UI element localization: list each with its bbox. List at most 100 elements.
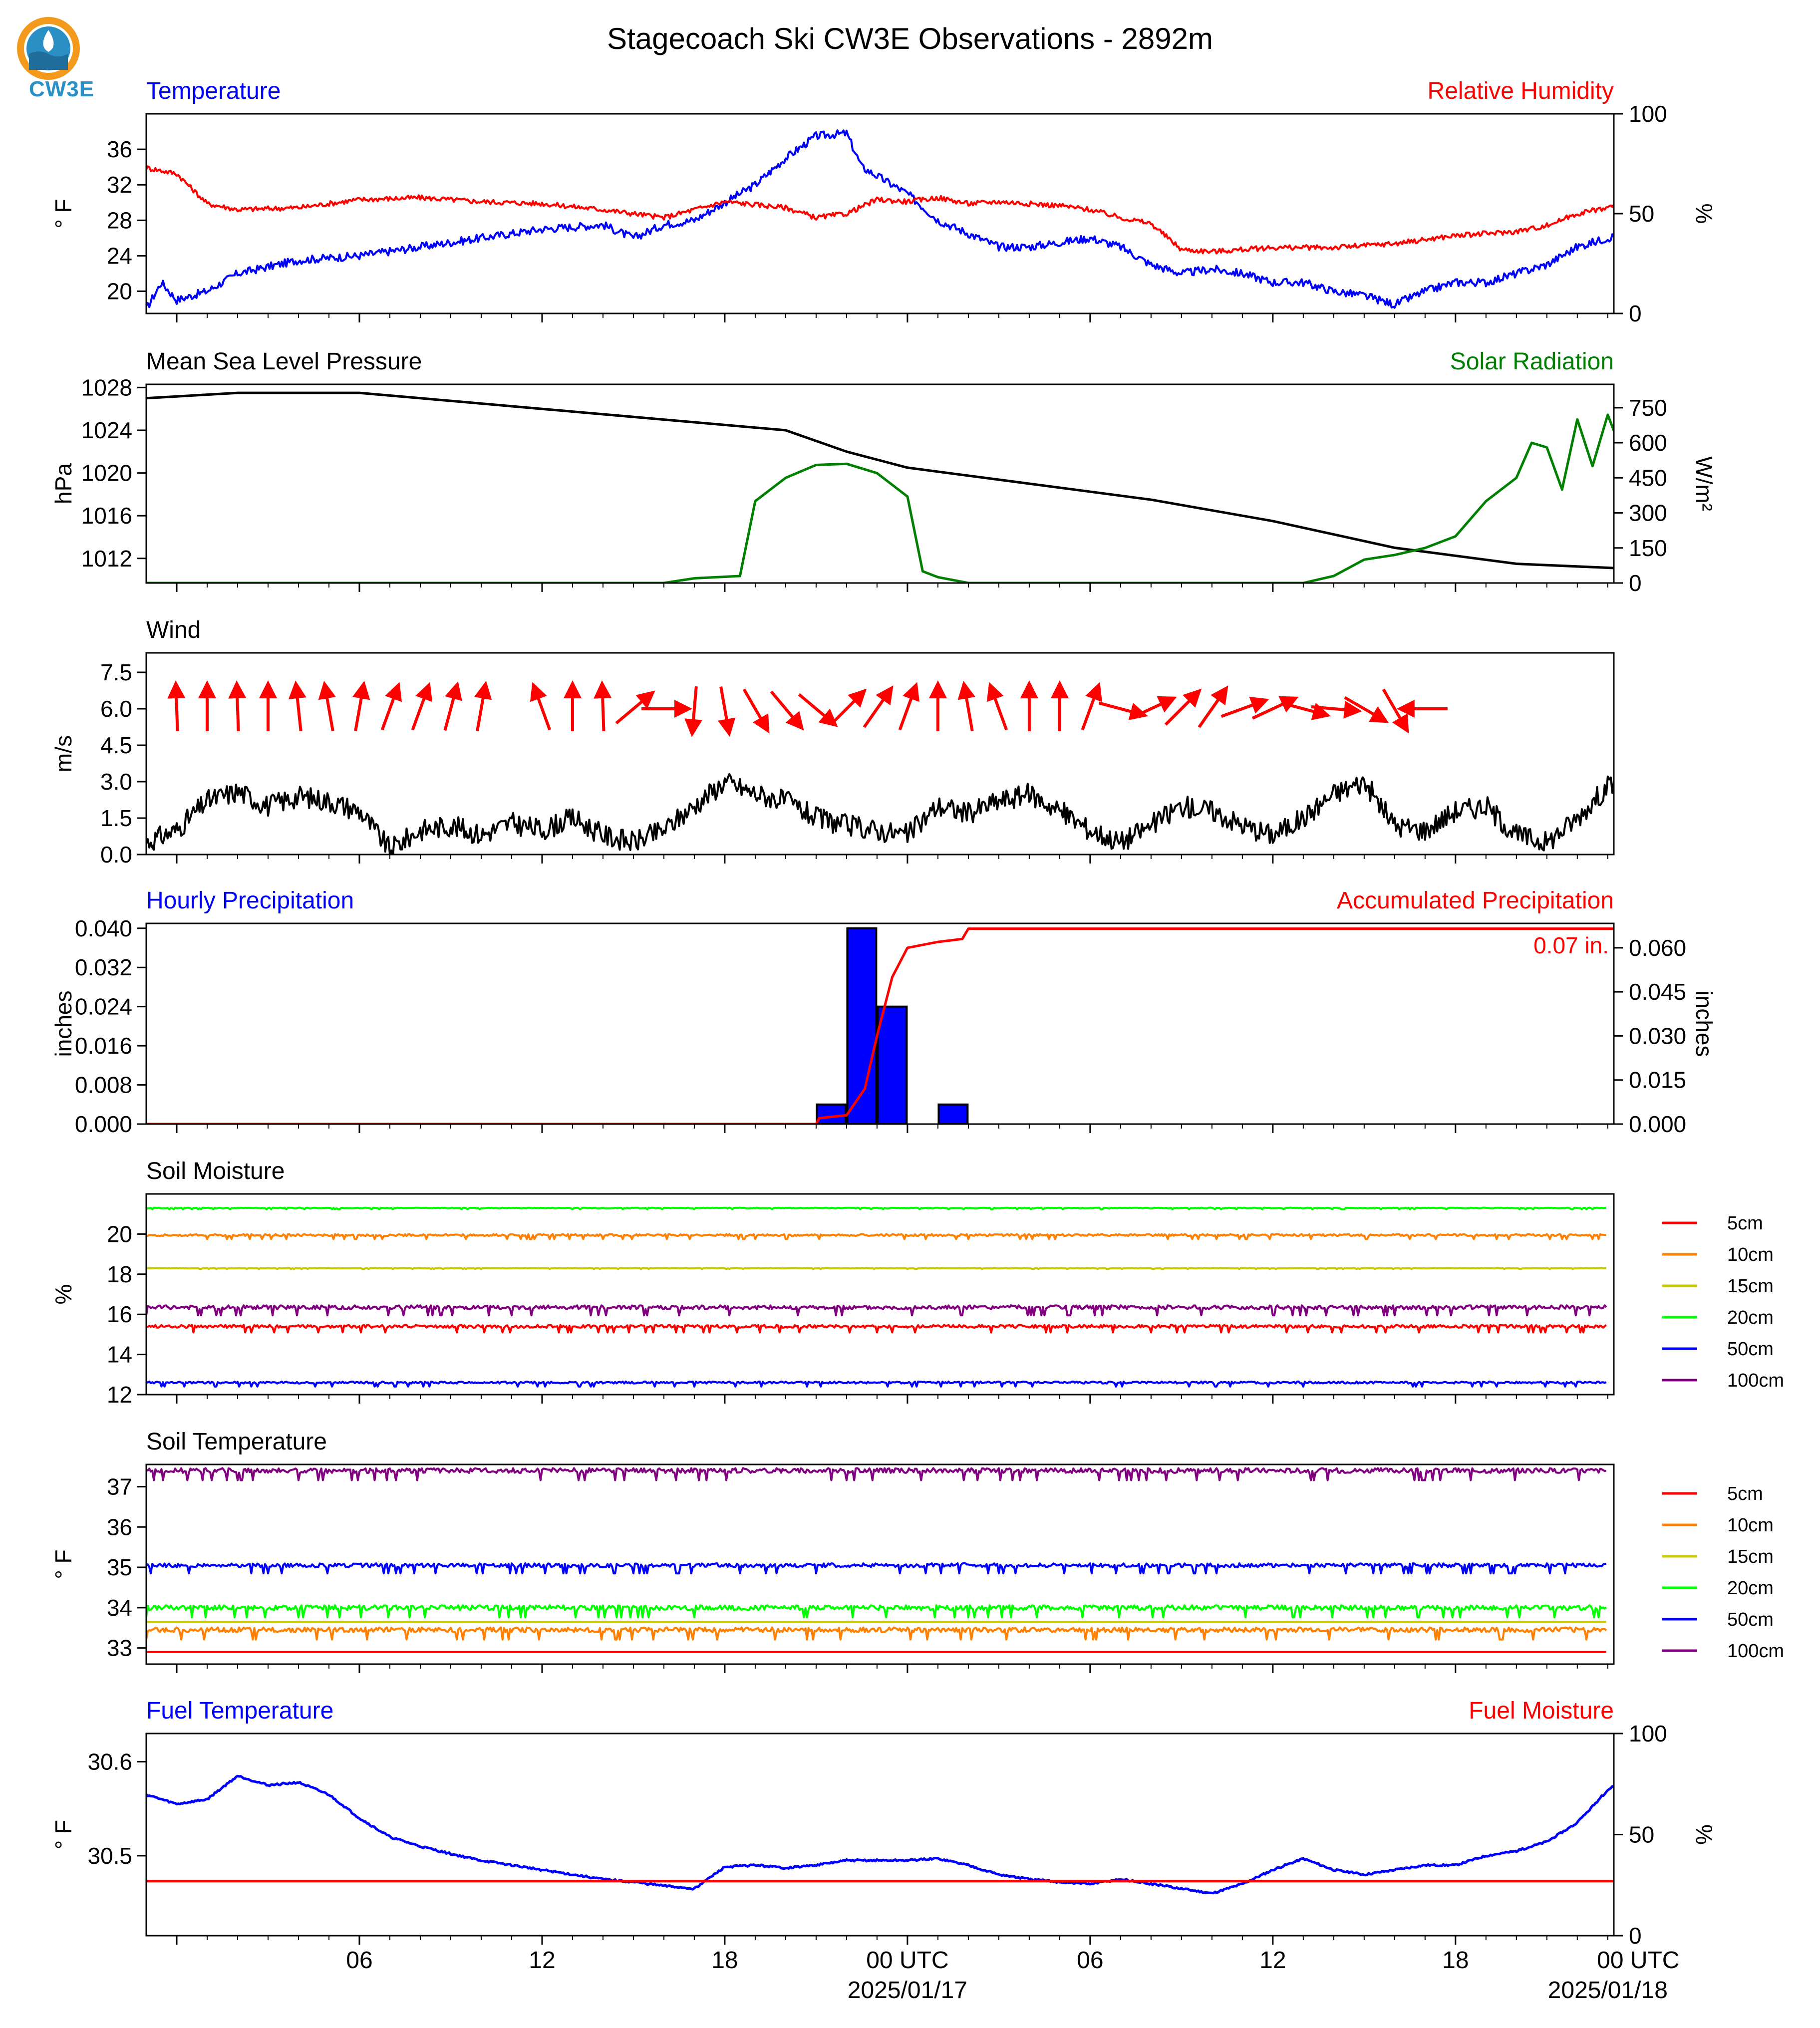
wind-arrow <box>594 680 612 732</box>
wind-arrow <box>288 680 306 732</box>
series-line-mean-sea-level-pressure <box>146 391 1614 570</box>
figure-title: Stagecoach Ski CW3E Observations - 2892m <box>607 22 1213 55</box>
y-tick-label: 36 <box>107 1514 132 1540</box>
wind-arrow <box>1311 700 1362 719</box>
wind-arrow <box>1251 696 1299 720</box>
y-axis-label: ° F <box>50 1549 76 1579</box>
y2-tick-label: 0.045 <box>1629 979 1686 1005</box>
panel-precipitation: Hourly Precipitation Accumulated Precipit… <box>50 887 1717 1137</box>
wind-arrow <box>615 690 655 725</box>
y-tick-label: 1024 <box>81 417 132 443</box>
y-tick-label: 20 <box>107 279 132 304</box>
plot-frame <box>145 922 1615 1125</box>
x-tick-label: 00 UTC <box>866 1947 948 1974</box>
wind-arrow <box>1130 696 1177 720</box>
precip-bar <box>816 1103 847 1124</box>
plot-frame <box>145 113 1615 314</box>
series-line-5cm <box>146 1324 1607 1334</box>
x-tick-label: 18 <box>1442 1947 1469 1974</box>
y-tick-label: 0.016 <box>75 1033 132 1059</box>
panel-title-left: Fuel Temperature <box>146 1698 333 1724</box>
wind-arrow <box>798 693 838 727</box>
precip-bar <box>877 1005 908 1124</box>
series-line-100cm <box>146 1304 1607 1317</box>
wind-arrow <box>318 680 336 731</box>
x-tick-label: 00 UTC <box>1597 1947 1679 1974</box>
y2-tick-label: 0 <box>1629 1923 1642 1949</box>
wind-arrow <box>1198 685 1228 728</box>
series-line-50cm <box>146 1380 1607 1388</box>
y-axis-label: ° F <box>50 1820 76 1849</box>
y2-tick-label: 50 <box>1629 201 1654 227</box>
plot-frame <box>145 652 1615 856</box>
y-tick-label: 28 <box>107 207 132 233</box>
legend-label: 20cm <box>1727 1307 1774 1328</box>
plot-area <box>146 1467 1607 1653</box>
wind-arrow <box>863 685 894 728</box>
y-tick-label: 36 <box>107 136 132 162</box>
wind-arrow <box>167 680 186 732</box>
y-tick-label: 1020 <box>81 460 132 486</box>
panel-soil_temperature: Soil Temperature 33 34 35 36 37 ° F 5cm 10cm 15cm… <box>50 1429 1784 1673</box>
y-tick-label: 20 <box>107 1221 132 1247</box>
wind-arrow <box>898 682 919 731</box>
series-line-temperature <box>146 129 1614 309</box>
wind-arrow <box>443 681 462 731</box>
y2-axis-label: inches <box>1691 991 1717 1057</box>
series-line-wind <box>146 773 1614 855</box>
y-axis-label: m/s <box>50 735 76 772</box>
wind-arrow <box>829 688 867 726</box>
wind-arrow <box>986 682 1008 731</box>
wind-arrow <box>770 690 804 731</box>
y-axis-label: inches <box>50 991 76 1057</box>
wind-arrow <box>380 682 402 731</box>
wind-arrow <box>352 680 370 731</box>
panel-title-right: Fuel Moisture <box>1469 1698 1614 1724</box>
wind-arrow <box>1098 701 1148 720</box>
legend-label: 15cm <box>1727 1546 1774 1567</box>
y2-tick-label: 50 <box>1629 1822 1654 1848</box>
y-tick-label: 1028 <box>81 374 132 400</box>
plot-frame <box>145 1733 1615 1937</box>
legend-label: 20cm <box>1727 1578 1774 1599</box>
x-tick-label: 12 <box>1259 1947 1286 1974</box>
series-line-relative-humidity <box>146 165 1614 255</box>
y2-axis-label: W/m² <box>1691 456 1717 511</box>
plot-frame <box>145 383 1615 584</box>
y2-tick-label: 100 <box>1629 101 1667 127</box>
y-tick-label: 16 <box>107 1301 132 1327</box>
y-tick-label: 34 <box>107 1595 132 1621</box>
wind-arrow <box>957 680 975 731</box>
legend-label: 5cm <box>1727 1213 1763 1234</box>
series-line-10cm <box>146 1233 1606 1240</box>
x-date-label: 2025/01/17 <box>848 1977 967 2004</box>
x-tick-label: 12 <box>529 1947 555 1974</box>
legend-label: 50cm <box>1727 1609 1774 1630</box>
y2-tick-label: 0.030 <box>1629 1023 1686 1049</box>
y2-tick-label: 750 <box>1629 395 1667 421</box>
logo-text: CW3E <box>29 77 95 101</box>
x-tick-label: 18 <box>711 1947 738 1974</box>
legend-label: 5cm <box>1727 1483 1763 1504</box>
y-tick-label: 30.5 <box>87 1843 132 1869</box>
series-line-15cm <box>146 1267 1606 1270</box>
series-line-accumulated-precipitation <box>146 927 1614 1124</box>
series-line-fuel-temperature <box>146 1774 1614 1895</box>
plot-frame <box>145 1463 1615 1665</box>
droplet-icon <box>43 30 54 52</box>
series-line-50cm <box>146 1562 1606 1575</box>
y-tick-label: 0.040 <box>75 915 132 941</box>
panel-pressure_solar: Mean Sea Level Pressure Solar Radiation 10… <box>50 348 1717 596</box>
panel-title-left: Soil Moisture <box>146 1158 285 1184</box>
legend-label: 15cm <box>1727 1276 1774 1297</box>
y-axis-label: hPa <box>50 463 76 504</box>
legend-label: 10cm <box>1727 1515 1774 1536</box>
series-line-solar-radiation <box>146 413 1614 583</box>
y2-tick-label: 0.000 <box>1629 1111 1686 1137</box>
y-tick-label: 7.5 <box>100 659 132 685</box>
series-line-20cm <box>146 1604 1607 1619</box>
y-tick-label: 0.0 <box>100 842 132 868</box>
y2-tick-label: 150 <box>1629 535 1667 561</box>
series-line-100cm <box>146 1467 1607 1481</box>
